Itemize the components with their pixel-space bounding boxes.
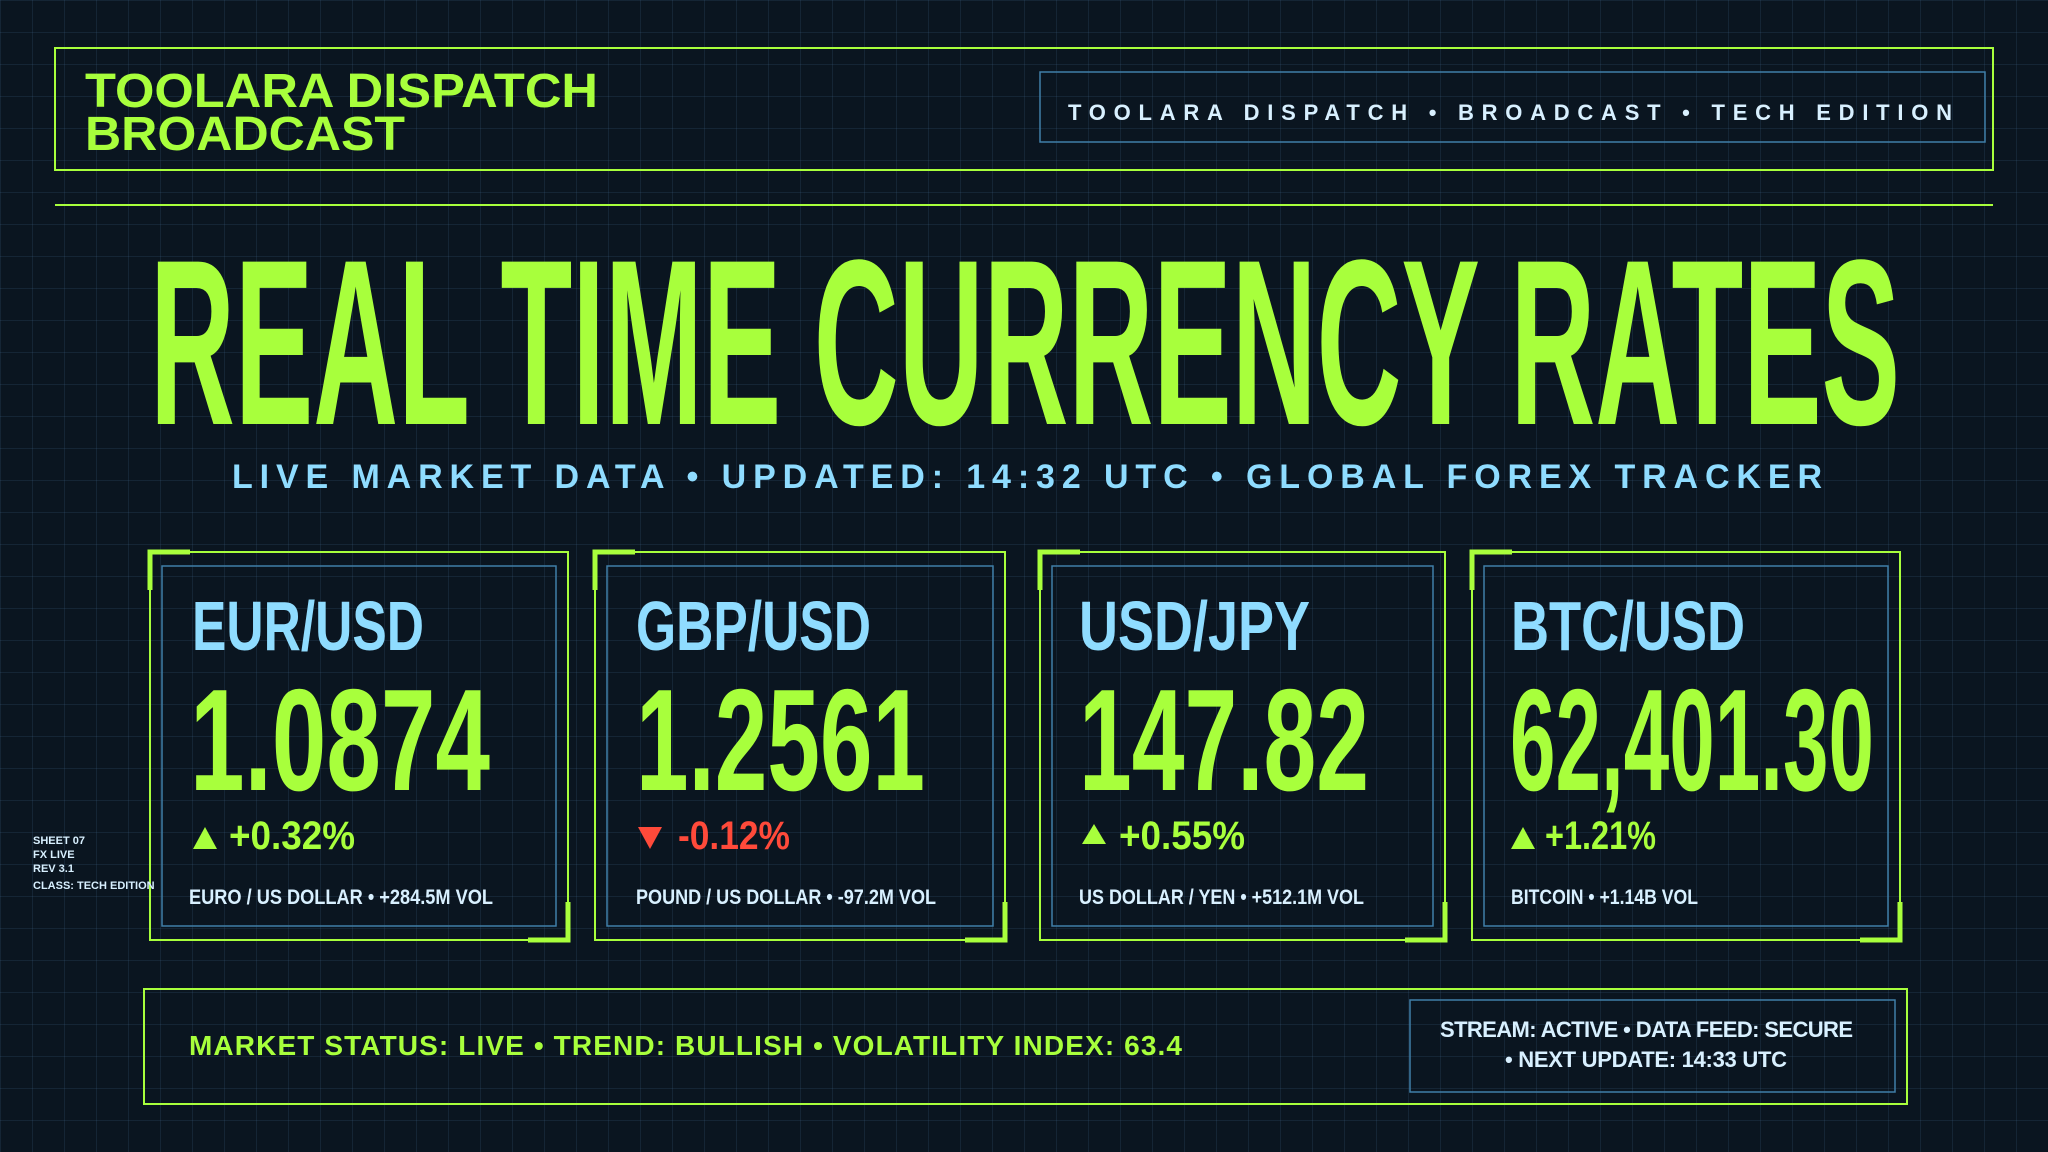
change: +1.21% — [1545, 814, 1656, 858]
corner — [592, 549, 1008, 943]
change: -0.12% — [678, 814, 790, 858]
sheet-note: SHEET 07 — [33, 835, 85, 847]
sheet-note: REV 3.1 — [33, 863, 74, 875]
corner — [1469, 549, 1903, 943]
main-title: REAL TIME CURRENCY RATES — [150, 211, 1900, 475]
header-frame — [54, 47, 1994, 171]
footer-inner — [1409, 999, 1896, 1093]
description: POUND / US DOLLAR • -97.2M VOL — [636, 886, 936, 909]
change: +0.32% — [229, 814, 355, 858]
card: GBP/USD 1.2561 -0.12% POUND / US DOLLAR … — [592, 549, 1008, 943]
description: US DOLLAR / YEN • +512.1M VOL — [1079, 886, 1364, 909]
change: +0.55% — [1119, 814, 1245, 858]
footer-frame — [143, 988, 1908, 1105]
card-inner — [606, 565, 994, 927]
description: BITCOIN • +1.14B VOL — [1511, 886, 1698, 909]
card: USD/JPY 147.82 +0.55% US DOLLAR / YEN • … — [1037, 549, 1448, 943]
down-arrow — [638, 827, 662, 849]
card-frame — [1039, 551, 1446, 941]
up-arrow — [1511, 827, 1535, 849]
rate: 1.2561 — [636, 659, 925, 821]
card-inner — [1483, 565, 1889, 927]
pair: BTC/USD — [1511, 587, 1745, 665]
card-frame — [594, 551, 1006, 941]
pair: USD/JPY — [1079, 587, 1310, 665]
brand-line: BROADCAST — [85, 108, 405, 161]
stream-status: STREAM: ACTIVE • DATA FEED: SECURE — [1440, 1017, 1853, 1042]
corner — [1037, 549, 1448, 943]
tagline: TOOLARA DISPATCH • BROADCAST • TECH EDIT… — [1068, 100, 1952, 125]
sheet-note: FX LIVE — [33, 849, 75, 861]
up-arrow — [1082, 824, 1106, 844]
pair: EUR/USD — [192, 587, 424, 665]
card-frame — [1471, 551, 1901, 941]
card: EUR/USD 1.0874 +0.32% EURO / US DOLLAR •… — [147, 549, 571, 943]
stream-status: • NEXT UPDATE: 14:33 UTC — [1505, 1047, 1787, 1072]
pair: GBP/USD — [636, 587, 871, 665]
rate: 147.82 — [1079, 659, 1369, 821]
card-frame — [149, 551, 569, 941]
rate: 62,401.30 — [1510, 659, 1874, 821]
tagline-frame — [1039, 71, 1986, 143]
brand-line: TOOLARA DISPATCH — [85, 65, 598, 118]
card-inner — [161, 565, 557, 927]
card: BTC/USD 62,401.30 +1.21% BITCOIN • +1.14… — [1469, 549, 1903, 943]
subtitle: LIVE MARKET DATA • UPDATED: 14:32 UTC • … — [232, 458, 1822, 496]
market-status: MARKET STATUS: LIVE • TREND: BULLISH • V… — [189, 1030, 1182, 1061]
sheet-note: CLASS: TECH EDITION — [33, 880, 155, 892]
card-inner — [1051, 565, 1434, 927]
up-arrow — [193, 827, 217, 849]
rate: 1.0874 — [190, 659, 490, 821]
corner — [147, 549, 571, 943]
description: EURO / US DOLLAR • +284.5M VOL — [189, 886, 493, 909]
